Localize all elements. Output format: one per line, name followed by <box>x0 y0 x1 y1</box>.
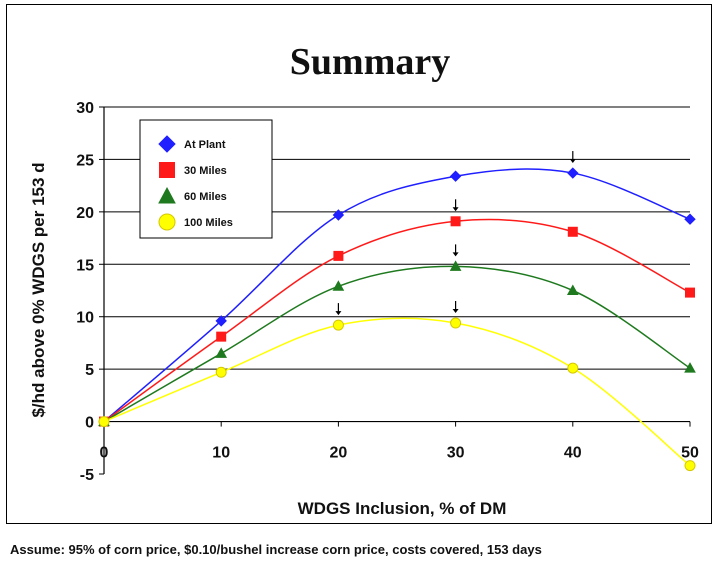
series-markers <box>98 167 696 472</box>
square-marker <box>567 226 578 237</box>
optimum-arrow <box>452 199 459 212</box>
y-tick-label: 0 <box>85 415 94 432</box>
square-marker <box>333 250 344 261</box>
y-tick-label: 5 <box>85 362 94 379</box>
x-tick-label: 40 <box>564 445 582 462</box>
circle-marker <box>332 319 344 331</box>
y-tick-label: 15 <box>76 257 94 274</box>
optimum-arrow <box>335 303 342 316</box>
axes <box>99 106 691 475</box>
legend: At Plant 30 Miles 60 Miles 100 Miles <box>139 119 273 239</box>
y-tick-label: 20 <box>76 205 94 222</box>
optimum-arrow <box>569 151 576 164</box>
chart-frame <box>6 4 712 524</box>
line-chart: Summary -5 0 5 10 15 20 25 30 0 10 20 30 40 50 $/hd … <box>29 41 699 518</box>
x-tick-labels: 0 10 20 30 40 50 <box>100 445 699 462</box>
circle-marker <box>684 460 696 472</box>
diamond-marker <box>567 167 579 179</box>
triangle-marker <box>332 280 345 291</box>
x-tick-label: 50 <box>681 445 699 462</box>
square-marker <box>450 216 461 227</box>
footnote: Assume: 95% of corn price, $0.10/bushel … <box>10 542 542 557</box>
circle-marker <box>567 362 579 374</box>
diamond-marker <box>158 135 176 153</box>
series-lines <box>103 168 691 467</box>
legend-label: At Plant <box>184 139 226 151</box>
square-marker <box>685 287 695 298</box>
legend-label: 60 Miles <box>184 191 227 203</box>
y-tick-label: 25 <box>76 152 94 169</box>
triangle-marker <box>158 186 176 204</box>
x-axis-title: WDGS Inclusion, % of DM <box>298 499 507 518</box>
x-tick-label: 0 <box>100 445 109 462</box>
x-tick-label: 20 <box>330 445 348 462</box>
legend-label: 100 Miles <box>184 217 233 229</box>
y-tick-labels: -5 0 5 10 15 20 25 30 <box>76 100 94 484</box>
series-line-3 <box>103 317 691 467</box>
circle-marker <box>98 416 110 428</box>
circle-marker <box>450 317 462 329</box>
optimum-arrows <box>335 151 576 316</box>
diamond-marker <box>449 170 462 182</box>
y-tick-label: 30 <box>76 100 94 117</box>
triangle-marker <box>215 347 228 358</box>
optimum-arrow <box>452 301 459 314</box>
y-tick-label: 10 <box>76 310 94 327</box>
series-line-0 <box>103 168 691 423</box>
legend-label: 30 Miles <box>184 165 227 177</box>
triangle-marker <box>566 284 579 295</box>
triangle-marker <box>449 260 462 271</box>
circle-marker <box>158 213 176 231</box>
x-tick-label: 30 <box>447 445 465 462</box>
chart-title: Summary <box>290 41 450 83</box>
x-tick-label: 10 <box>212 445 230 462</box>
circle-marker <box>215 366 227 378</box>
y-axis-title: $/hd above 0% WDGS per 153 d <box>29 162 48 417</box>
y-tick-label: -5 <box>80 467 94 484</box>
optimum-arrow <box>452 244 459 257</box>
square-marker <box>159 162 175 178</box>
diamond-marker <box>684 213 696 225</box>
series-line-2 <box>103 265 691 423</box>
triangle-marker <box>684 362 696 373</box>
series-line-1 <box>103 218 691 423</box>
square-marker <box>216 331 227 342</box>
diamond-marker <box>332 209 345 221</box>
diamond-marker <box>215 315 227 327</box>
